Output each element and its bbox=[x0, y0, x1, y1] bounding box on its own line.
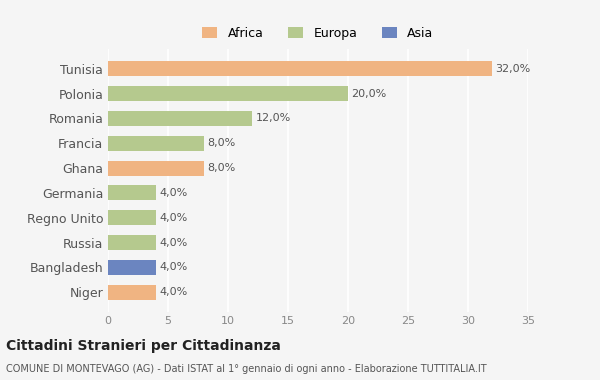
Legend: Africa, Europa, Asia: Africa, Europa, Asia bbox=[197, 22, 439, 44]
Text: 32,0%: 32,0% bbox=[496, 64, 531, 74]
Bar bbox=[108, 86, 348, 101]
Text: 4,0%: 4,0% bbox=[160, 263, 188, 272]
Text: COMUNE DI MONTEVAGO (AG) - Dati ISTAT al 1° gennaio di ogni anno - Elaborazione : COMUNE DI MONTEVAGO (AG) - Dati ISTAT al… bbox=[6, 364, 487, 374]
Bar bbox=[108, 185, 156, 200]
Text: 8,0%: 8,0% bbox=[208, 163, 236, 173]
Text: Cittadini Stranieri per Cittadinanza: Cittadini Stranieri per Cittadinanza bbox=[6, 339, 281, 353]
Text: 8,0%: 8,0% bbox=[208, 138, 236, 148]
Bar bbox=[108, 136, 204, 151]
Bar bbox=[108, 61, 492, 76]
Text: 4,0%: 4,0% bbox=[160, 287, 188, 297]
Bar bbox=[108, 210, 156, 225]
Text: 12,0%: 12,0% bbox=[256, 113, 291, 124]
Text: 4,0%: 4,0% bbox=[160, 213, 188, 223]
Bar bbox=[108, 235, 156, 250]
Bar bbox=[108, 285, 156, 300]
Bar bbox=[108, 161, 204, 176]
Text: 4,0%: 4,0% bbox=[160, 188, 188, 198]
Bar bbox=[108, 260, 156, 275]
Text: 20,0%: 20,0% bbox=[352, 89, 387, 98]
Bar bbox=[108, 111, 252, 126]
Text: 4,0%: 4,0% bbox=[160, 238, 188, 248]
